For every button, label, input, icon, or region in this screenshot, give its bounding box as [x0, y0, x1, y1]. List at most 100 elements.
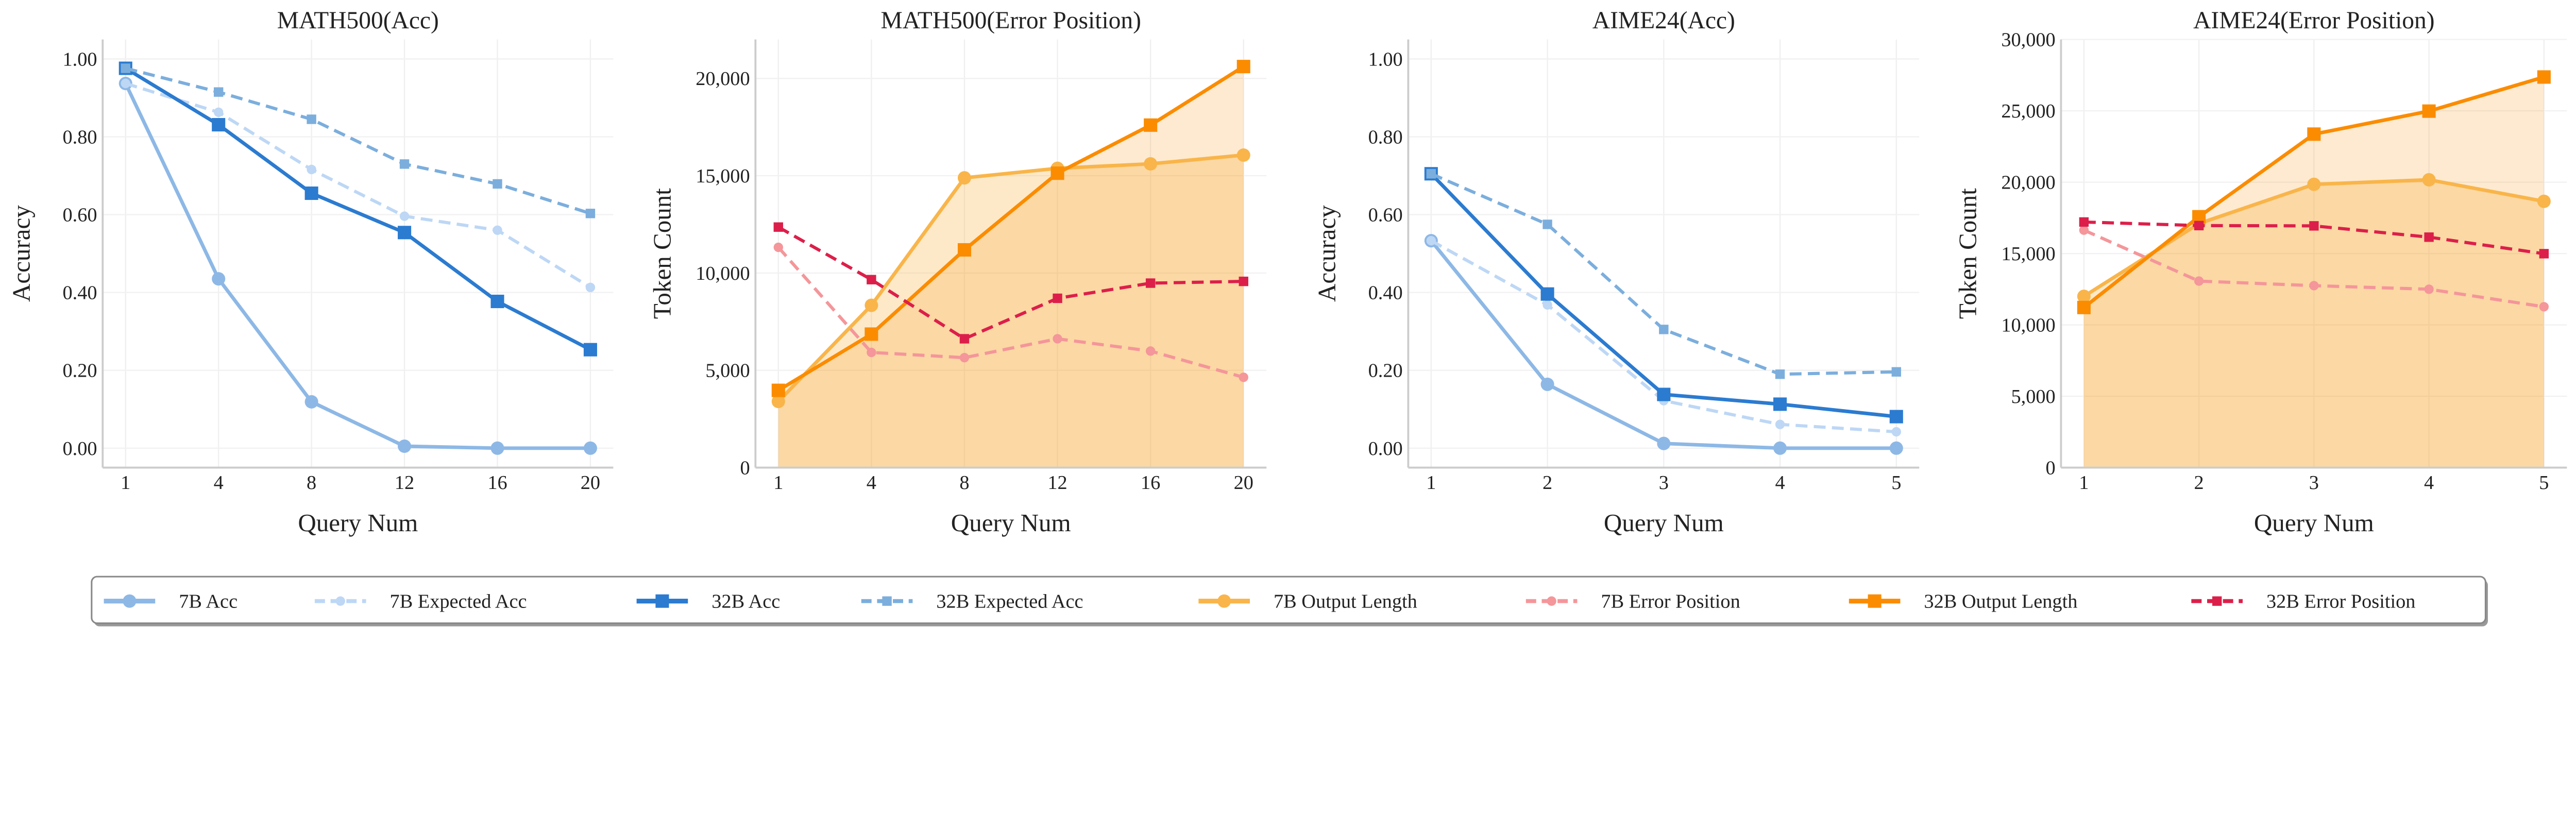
y-tick-label: 0.40	[63, 282, 97, 304]
data-point	[1657, 436, 1671, 450]
data-point	[2424, 284, 2434, 294]
x-tick-label: 3	[1659, 472, 1669, 494]
data-point	[2539, 302, 2549, 312]
data-point	[1543, 219, 1552, 229]
data-point	[1775, 419, 1785, 429]
x-tick-label: 4	[214, 472, 224, 494]
data-point	[957, 243, 972, 257]
y-tick-label: 0.20	[1368, 360, 1403, 382]
series-32b-output-length	[771, 60, 1250, 397]
series-7b-expected-acc	[121, 78, 596, 293]
series-7b-error-position	[2079, 225, 2549, 312]
data-point	[307, 114, 316, 124]
data-point	[304, 186, 318, 200]
data-point	[1239, 373, 1248, 382]
y-tick-label: 1.00	[1368, 48, 1403, 70]
data-point	[865, 298, 878, 312]
data-point	[583, 441, 597, 455]
data-point	[2309, 221, 2319, 231]
data-point	[959, 334, 970, 344]
data-point	[1426, 169, 1436, 179]
y-tick-label: 10,000	[2001, 315, 2055, 336]
data-point	[490, 294, 504, 309]
data-point	[2079, 225, 2089, 235]
data-point	[2537, 194, 2551, 208]
legend-marker	[1217, 594, 1231, 608]
y-axis-label: Token Count	[1954, 188, 1982, 319]
data-point	[399, 159, 410, 169]
data-point	[2539, 249, 2549, 259]
legend-marker	[1547, 596, 1556, 606]
data-point	[2079, 217, 2089, 227]
series-line	[124, 66, 591, 351]
legend-frame	[91, 576, 2486, 624]
y-tick-label: 0.20	[63, 360, 97, 382]
data-point	[773, 242, 783, 252]
subplot-1: 1 4 8 12 16 20 0.00 0.20 0.40 0.60 0.80 1.00 MATH500…	[7, 7, 614, 537]
series-line	[124, 82, 590, 450]
y-tick-label: 30,000	[2001, 29, 2055, 51]
data-point	[867, 275, 876, 284]
legend-label: 7B Error Position	[1601, 591, 1740, 613]
series-7b-output-length	[771, 148, 1250, 409]
legend: 7B Acc 7B Expected Acc 32B Acc 32B Expected…	[91, 576, 2488, 627]
data-point	[493, 225, 502, 235]
y-tick-label: 25,000	[2001, 100, 2055, 122]
data-point	[1775, 369, 1785, 379]
legend-label: 32B Output Length	[1924, 591, 2077, 613]
area-fill-7b-output-length	[2083, 179, 2544, 468]
data-point	[771, 383, 785, 397]
y-tick-label: 15,000	[696, 165, 750, 187]
data-point	[2424, 232, 2434, 242]
legend-label: 32B Acc	[711, 591, 780, 613]
legend-item-7b-acc: 7B Acc	[104, 591, 238, 613]
legend-marker	[882, 596, 892, 606]
series-7b-acc	[118, 76, 597, 455]
x-tick-label: 16	[1141, 472, 1160, 494]
x-tick-label: 12	[395, 472, 414, 494]
x-tick-label: 1	[121, 472, 130, 494]
data-point	[1145, 346, 1156, 356]
x-tick-label: 12	[1047, 472, 1067, 494]
x-tick-label: 3	[2309, 472, 2319, 494]
data-point	[865, 327, 878, 341]
x-tick-label: 4	[867, 472, 876, 494]
x-tick-label: 4	[2424, 472, 2434, 494]
subplots: 1 4 8 12 16 200.000.200.400.600.801.00MATH500…	[7, 7, 2567, 537]
legend-item-32b-output-length: 32B Output Length	[1849, 591, 2077, 613]
y-tick-label: 0.80	[1368, 127, 1403, 148]
x-tick-label: 8	[307, 472, 316, 494]
data-point	[2077, 290, 2091, 303]
legend-item-7b-expected-acc: 7B Expected Acc	[314, 591, 527, 613]
data-point	[1891, 367, 1901, 377]
x-tick-label: 2	[2194, 472, 2204, 494]
data-point	[2309, 281, 2319, 291]
data-point	[399, 211, 410, 221]
data-point	[1236, 148, 1250, 162]
data-point	[867, 347, 876, 358]
y-tick-label: 0	[2046, 458, 2056, 479]
y-axis-label: Accuracy	[1313, 205, 1341, 302]
series-32b-error-position	[2079, 217, 2549, 259]
subplot-4: 1 2 3 4 5 0 5,000 10,000 15,000 20,000 25,000 30,00…	[1954, 7, 2567, 537]
data-point	[398, 439, 412, 453]
legend-label: 7B Expected Acc	[390, 591, 527, 613]
chart-title: AIME24(Acc)	[1592, 7, 1735, 34]
series-line	[777, 153, 1244, 403]
data-point	[957, 171, 972, 185]
y-tick-label: 20,000	[2001, 172, 2055, 194]
data-point	[583, 343, 597, 357]
y-tick-label: 0.40	[1368, 282, 1403, 304]
series-line	[777, 65, 1245, 392]
x-tick-label: 5	[1891, 472, 1901, 494]
y-tick-label: 5,000	[2011, 386, 2055, 408]
x-tick-label: 1	[2079, 472, 2089, 494]
x-tick-label: 1	[1426, 472, 1436, 494]
data-point	[2307, 177, 2321, 191]
legend-marker	[1868, 594, 1882, 608]
subplot-2: 1 4 8 12 16 20 0 5,000 10,000 15,000 20,000 MATH500…	[648, 7, 1267, 537]
data-point	[1145, 278, 1156, 288]
y-tick-label: 0.00	[63, 438, 97, 460]
legend-item-32b-expected-acc: 32B Expected Acc	[861, 591, 1083, 613]
legend-item-7b-output-length: 7B Output Length	[1198, 591, 1417, 613]
